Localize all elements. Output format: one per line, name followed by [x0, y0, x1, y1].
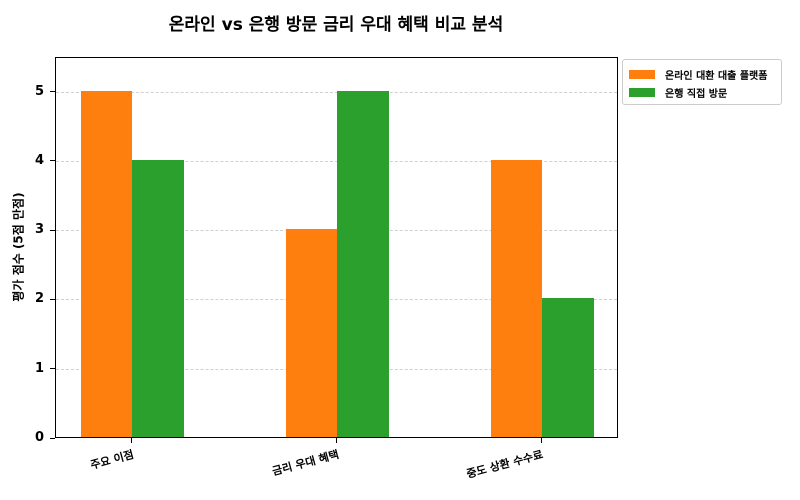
legend-item-online: 온라인 대환 대출 플랫폼	[629, 67, 767, 82]
x-tick-label: 금리 우대 혜택	[270, 447, 341, 479]
x-tick-label: 주요 이점	[89, 447, 136, 472]
y-tick-label: 3	[34, 222, 44, 238]
y-tick	[50, 368, 55, 370]
legend: 온라인 대환 대출 플랫폼 은행 직접 방문	[622, 59, 782, 105]
x-tick-label: 중도 상환 수수료	[465, 447, 545, 481]
x-tick	[336, 438, 337, 443]
bar-bank	[337, 90, 389, 437]
x-tick	[541, 438, 542, 443]
legend-label-bank: 은행 직접 방문	[665, 89, 728, 100]
y-tick	[50, 160, 55, 162]
chart-title: 온라인 vs 은행 방문 금리 우대 혜택 비교 분석	[168, 15, 504, 35]
legend-item-bank: 은행 직접 방문	[629, 85, 727, 100]
y-tick-label: 0	[34, 430, 44, 445]
y-axis-title: 평가 점수 (5점 만점)	[11, 192, 26, 302]
legend-swatch-bank	[629, 88, 655, 97]
y-tick-label: 5	[34, 83, 44, 99]
grid-line	[56, 160, 617, 162]
bar-bank	[542, 298, 594, 437]
bar-online	[80, 90, 132, 437]
y-tick	[50, 91, 55, 93]
legend-swatch-online	[629, 70, 655, 79]
y-tick	[50, 298, 55, 300]
bar-online	[490, 159, 542, 437]
y-tick	[50, 437, 55, 439]
bar-bank	[132, 159, 184, 437]
y-tick-label: 4	[34, 152, 44, 168]
legend-label-online: 온라인 대환 대출 플랫폼	[665, 71, 768, 82]
x-tick	[131, 438, 132, 443]
bar-online	[285, 229, 337, 437]
grid-line	[56, 91, 617, 93]
plot-area	[55, 57, 618, 438]
y-tick	[50, 229, 55, 231]
y-tick-label: 1	[34, 360, 44, 376]
y-tick-label: 2	[34, 291, 44, 307]
